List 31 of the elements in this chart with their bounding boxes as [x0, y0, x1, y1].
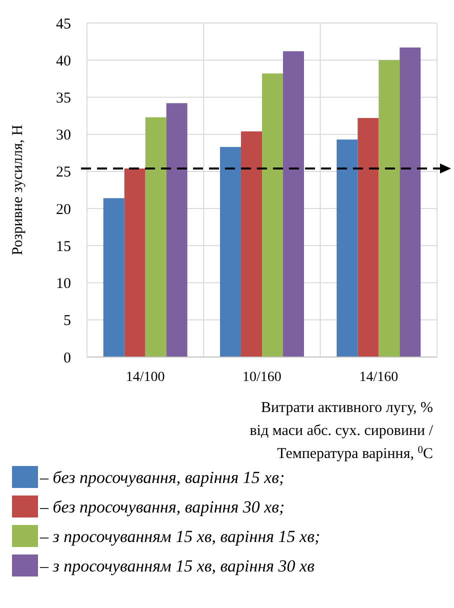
y-tick-label: 15: [56, 238, 71, 255]
y-tick-label: 35: [56, 90, 71, 106]
bar: [241, 131, 262, 357]
bar: [103, 198, 124, 357]
y-tick-label: 30: [56, 128, 71, 144]
y-tick-label: 0: [64, 350, 71, 366]
legend-label: – без просочування, варіння 30 хв;: [39, 498, 285, 516]
y-tick-label: 5: [64, 313, 71, 330]
bar: [283, 51, 304, 357]
legend-label: – без просочування, варіння 15 хв;: [39, 468, 285, 487]
bar: [145, 117, 166, 357]
x-tick-label: 14/160: [359, 370, 398, 385]
bar: [400, 47, 421, 357]
y-tick-label: 45: [56, 16, 71, 32]
bar: [220, 146, 241, 357]
y-tick-label: 10: [56, 276, 71, 292]
bar: [262, 73, 283, 357]
bar: [336, 140, 358, 357]
bar: [124, 168, 146, 357]
bar: [166, 103, 188, 357]
y-tick-label: 20: [56, 202, 71, 218]
y-axis-title: Розривне зусилля, Н: [10, 124, 26, 256]
legend-label: – з просочуванням 15 хв, варіння 15 хв;: [39, 527, 320, 546]
y-tick-label: 25: [56, 164, 71, 181]
x-tick-label: 10/160: [242, 370, 282, 385]
bar: [378, 60, 400, 357]
x-axis-title: Витрати активного лугу, % від маси абс. сух. сировини / Температура варіння, $^{0}$C: [250, 400, 434, 462]
legend-label: – з просочуванням 15 хв, варіння 30 хв: [39, 556, 316, 576]
x-tick-label: 14/100: [126, 370, 165, 385]
y-tick-label: 40: [56, 53, 71, 70]
bar: [358, 118, 379, 357]
